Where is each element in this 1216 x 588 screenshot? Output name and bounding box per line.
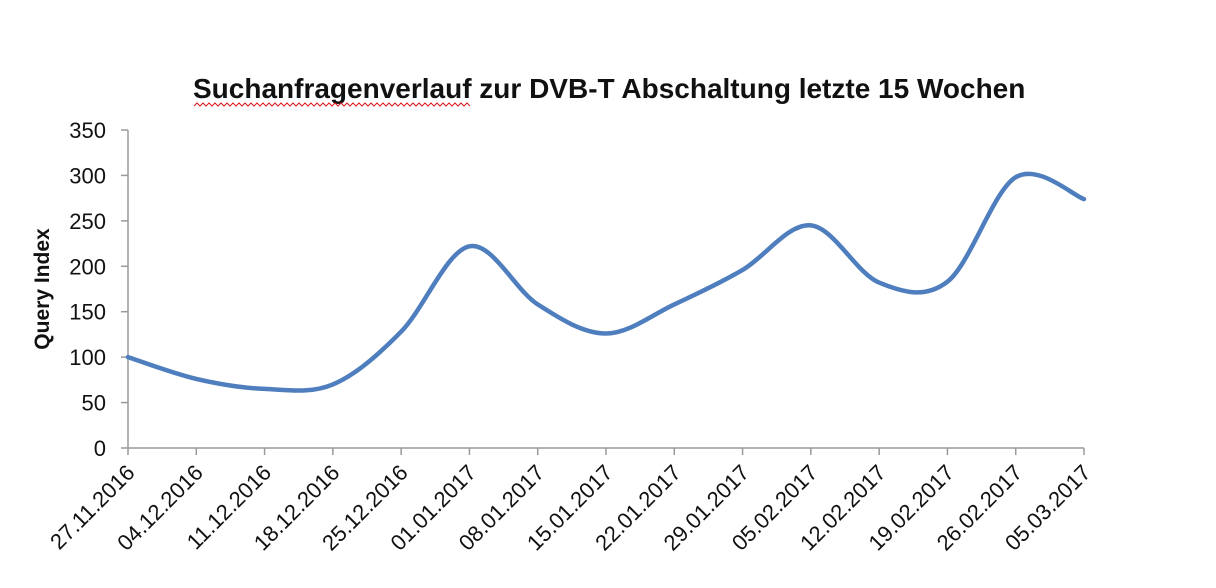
x-axis: 27.11.201604.12.201611.12.201618.12.2016… (45, 447, 1096, 555)
y-tick-label: 150 (69, 300, 106, 325)
series-line-0 (125, 171, 1087, 393)
y-tick-label: 50 (82, 391, 106, 416)
y-axis-title: Query Index (31, 228, 54, 350)
y-tick-label: 250 (69, 209, 106, 234)
y-tick-label: 300 (69, 163, 106, 188)
y-axis: 0 50 100 150 200 250 300 350 (69, 118, 129, 461)
chart-title: Suchanfragenverlauf zur DVB-T Abschaltun… (193, 73, 1025, 104)
y-tick-label: 200 (69, 254, 106, 279)
spellcheck-underline (193, 102, 471, 107)
y-tick-label: 100 (69, 345, 106, 370)
y-tick-label: 350 (69, 118, 106, 143)
plot-area (125, 171, 1087, 393)
y-tick-label: 0 (94, 436, 106, 461)
